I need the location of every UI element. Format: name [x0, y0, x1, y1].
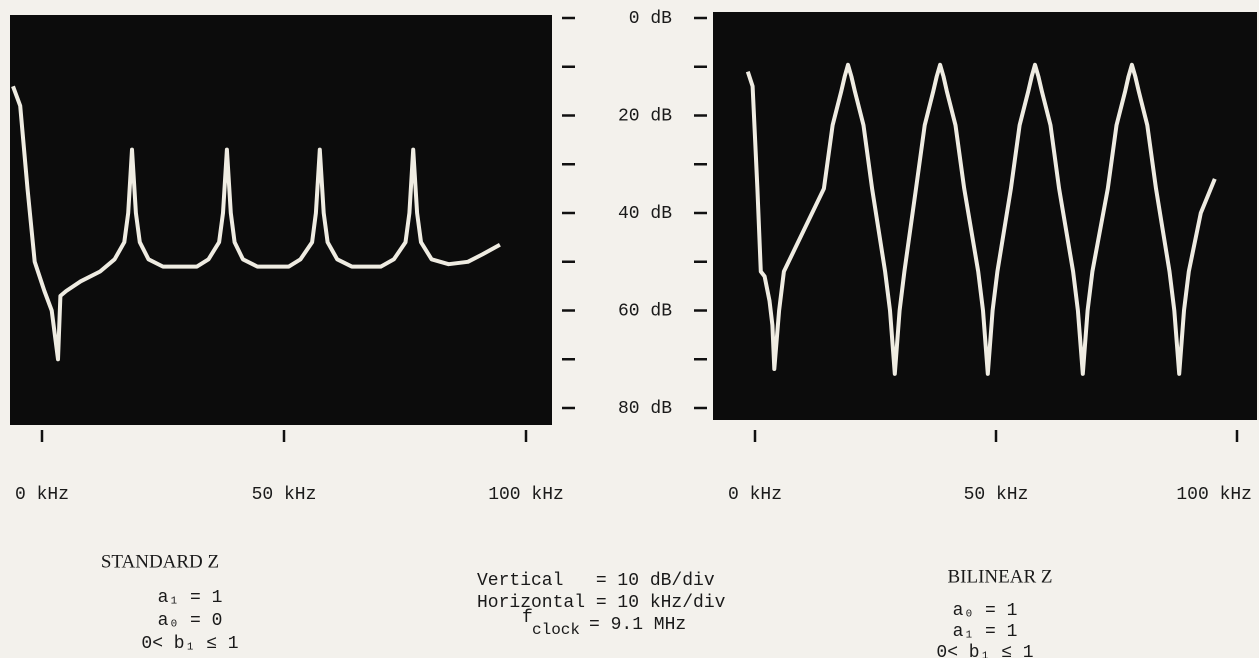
x-tick-label: 100 kHz	[488, 485, 564, 505]
y-tick-label: 40 dB	[618, 204, 672, 224]
x-tick-label: 0 kHz	[728, 485, 782, 505]
y-tick-label: 80 dB	[618, 399, 672, 419]
y-tick-label: 0 dB	[629, 9, 672, 29]
parameter: a₀ = 1	[953, 601, 1018, 621]
chart-title: BILINEAR Z	[947, 566, 1052, 587]
x-tick-label: 50 kHz	[964, 485, 1029, 505]
parameter: a₁ = 1	[953, 622, 1018, 642]
left-screen	[10, 15, 552, 425]
trace	[745, 62, 1217, 376]
x-tick-label: 50 kHz	[252, 485, 317, 505]
y-tick-label: 20 dB	[618, 106, 672, 126]
parameter: 0< b₁ ≤ 1	[141, 634, 238, 654]
trace	[11, 85, 501, 362]
y-tick-label: 60 dB	[618, 301, 672, 321]
x-tick-label: 0 kHz	[15, 485, 69, 505]
caption-line: Horizontal = 10 kHz/div	[477, 593, 726, 613]
parameter: a₁ = 1	[158, 588, 223, 608]
caption-line: Vertical = 10 dB/div	[477, 571, 715, 591]
caption-symbol: f	[522, 608, 533, 628]
x-tick-label: 100 kHz	[1176, 485, 1252, 505]
parameter: 0< b₁ ≤ 1	[936, 643, 1033, 658]
parameter: a₀ = 0	[158, 611, 223, 631]
chart-title: STANDARD Z	[101, 551, 219, 572]
caption-subscript: clock	[532, 621, 580, 639]
caption-line: = 9.1 MHz	[589, 615, 686, 635]
